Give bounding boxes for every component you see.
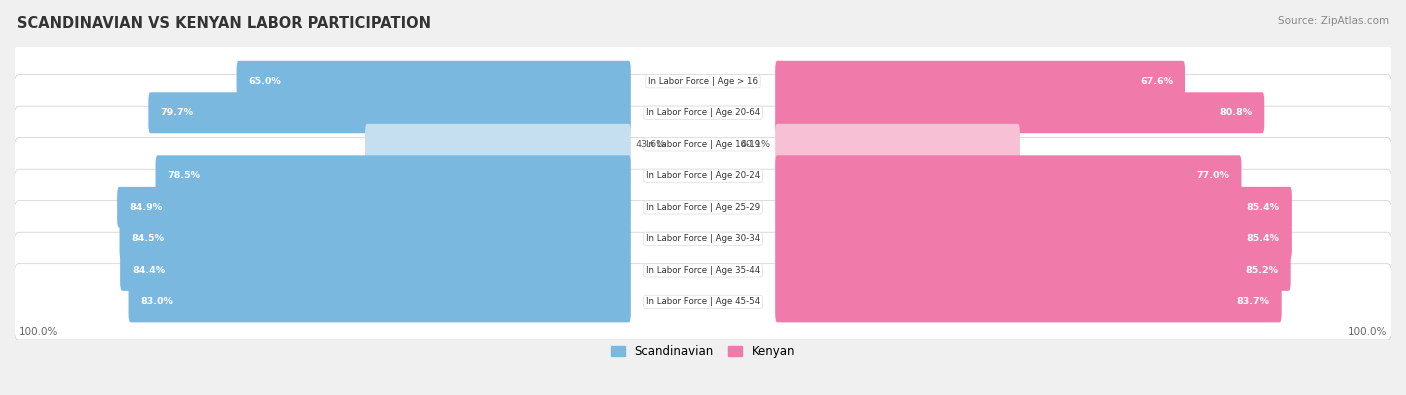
FancyBboxPatch shape [775, 61, 1185, 102]
FancyBboxPatch shape [775, 124, 1019, 165]
FancyBboxPatch shape [13, 169, 1393, 245]
Text: Source: ZipAtlas.com: Source: ZipAtlas.com [1278, 16, 1389, 26]
Text: 83.0%: 83.0% [141, 297, 173, 307]
Text: In Labor Force | Age > 16: In Labor Force | Age > 16 [648, 77, 758, 86]
Legend: Scandinavian, Kenyan: Scandinavian, Kenyan [606, 340, 800, 363]
Text: In Labor Force | Age 35-44: In Labor Force | Age 35-44 [645, 266, 761, 275]
FancyBboxPatch shape [236, 61, 631, 102]
Text: In Labor Force | Age 20-64: In Labor Force | Age 20-64 [645, 108, 761, 117]
Text: 100.0%: 100.0% [1348, 327, 1388, 337]
Text: 84.5%: 84.5% [132, 234, 165, 243]
Text: 65.0%: 65.0% [249, 77, 281, 86]
FancyBboxPatch shape [13, 232, 1393, 308]
FancyBboxPatch shape [775, 92, 1264, 133]
Text: 77.0%: 77.0% [1197, 171, 1229, 180]
Text: In Labor Force | Age 45-54: In Labor Force | Age 45-54 [645, 297, 761, 307]
FancyBboxPatch shape [775, 187, 1292, 228]
Text: 40.1%: 40.1% [741, 140, 770, 149]
FancyBboxPatch shape [775, 218, 1292, 260]
FancyBboxPatch shape [120, 218, 631, 260]
Text: In Labor Force | Age 25-29: In Labor Force | Age 25-29 [645, 203, 761, 212]
Text: 84.4%: 84.4% [132, 266, 166, 275]
FancyBboxPatch shape [13, 43, 1393, 119]
FancyBboxPatch shape [366, 124, 631, 165]
FancyBboxPatch shape [775, 250, 1291, 291]
Text: In Labor Force | Age 30-34: In Labor Force | Age 30-34 [645, 234, 761, 243]
Text: SCANDINAVIAN VS KENYAN LABOR PARTICIPATION: SCANDINAVIAN VS KENYAN LABOR PARTICIPATI… [17, 16, 430, 31]
Text: 80.8%: 80.8% [1219, 108, 1253, 117]
Text: 85.4%: 85.4% [1247, 203, 1279, 212]
Text: 100.0%: 100.0% [18, 327, 58, 337]
Text: 83.7%: 83.7% [1236, 297, 1270, 307]
FancyBboxPatch shape [775, 281, 1282, 322]
Text: 85.2%: 85.2% [1246, 266, 1278, 275]
Text: 84.9%: 84.9% [129, 203, 162, 212]
Text: 43.6%: 43.6% [636, 140, 665, 149]
FancyBboxPatch shape [13, 106, 1393, 182]
Text: 85.4%: 85.4% [1247, 234, 1279, 243]
FancyBboxPatch shape [775, 155, 1241, 196]
Text: 67.6%: 67.6% [1140, 77, 1173, 86]
Text: 78.5%: 78.5% [167, 171, 201, 180]
Text: 79.7%: 79.7% [160, 108, 194, 117]
FancyBboxPatch shape [13, 75, 1393, 151]
FancyBboxPatch shape [13, 264, 1393, 340]
FancyBboxPatch shape [156, 155, 631, 196]
FancyBboxPatch shape [148, 92, 631, 133]
FancyBboxPatch shape [13, 138, 1393, 214]
Text: In Labor Force | Age 20-24: In Labor Force | Age 20-24 [645, 171, 761, 180]
Text: In Labor Force | Age 16-19: In Labor Force | Age 16-19 [645, 140, 761, 149]
FancyBboxPatch shape [128, 281, 631, 322]
FancyBboxPatch shape [120, 250, 631, 291]
FancyBboxPatch shape [13, 201, 1393, 277]
FancyBboxPatch shape [117, 187, 631, 228]
